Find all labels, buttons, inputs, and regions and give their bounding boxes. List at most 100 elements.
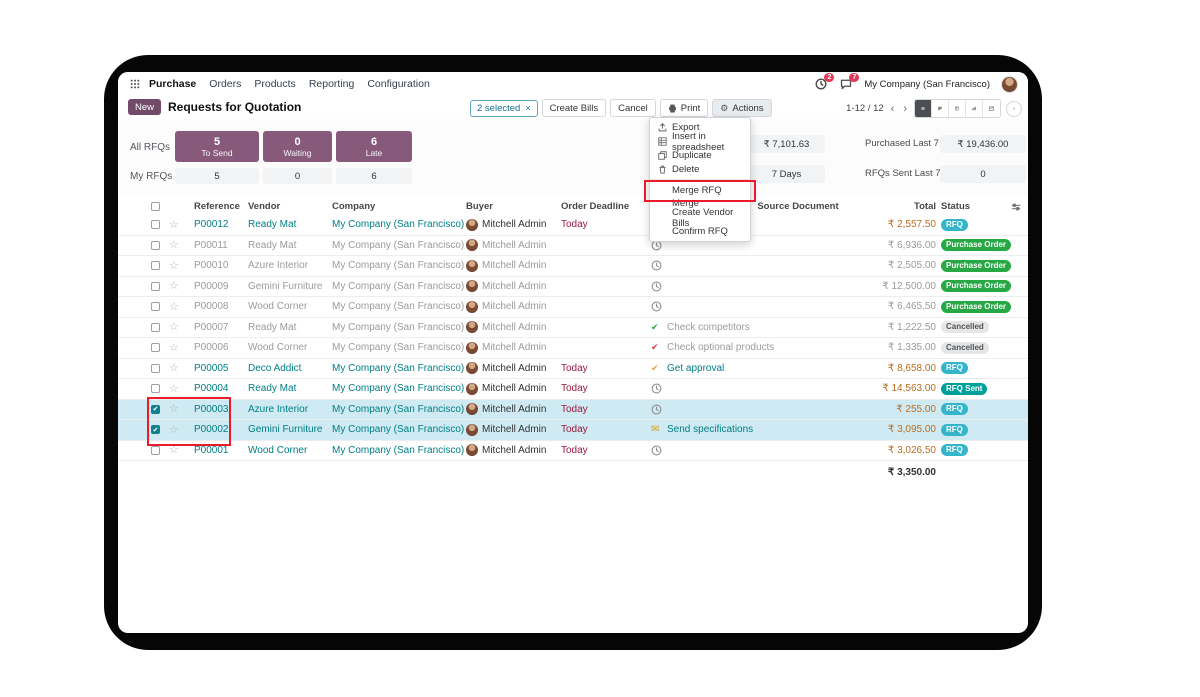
favorite-star-icon[interactable]: ☆ bbox=[169, 341, 179, 354]
clock-icon[interactable] bbox=[651, 256, 665, 276]
favorite-star-icon[interactable]: ☆ bbox=[169, 218, 179, 231]
cancel-button[interactable]: Cancel bbox=[610, 99, 656, 117]
pager-next-button[interactable]: › bbox=[903, 102, 907, 115]
table-row-p00010[interactable]: ☆ P00010 Azure Interior My Company (San Fra… bbox=[118, 256, 1028, 277]
stat-card-waiting[interactable]: 0 Waiting bbox=[263, 131, 332, 162]
activity-view-button[interactable] bbox=[1006, 100, 1022, 117]
kpi-value-left[interactable]: 7 Days bbox=[748, 165, 825, 183]
apps-grid-icon[interactable] bbox=[128, 77, 142, 91]
menu-item-export[interactable]: Export bbox=[650, 121, 750, 135]
user-avatar[interactable] bbox=[1001, 75, 1018, 93]
graph-view-button[interactable] bbox=[966, 100, 983, 117]
new-button[interactable]: New bbox=[128, 99, 162, 115]
table-row-p00002[interactable]: ✔ ☆ P00002 Gemini Furniture My Company (San … bbox=[118, 420, 1028, 441]
select-all-checkbox[interactable] bbox=[151, 202, 160, 211]
favorite-star-icon[interactable]: ☆ bbox=[169, 259, 179, 272]
kpi-value-right[interactable]: 0 bbox=[940, 165, 1026, 183]
favorite-star-icon[interactable]: ☆ bbox=[169, 382, 179, 395]
row-checkbox[interactable] bbox=[151, 363, 160, 373]
header-order-deadline[interactable]: Order Deadline bbox=[561, 201, 630, 212]
table-row-p00007[interactable]: ☆ P00007 Ready Mat My Company (San Francisc… bbox=[118, 317, 1028, 338]
company-switcher[interactable]: My Company (San Francisco) bbox=[864, 78, 990, 90]
optional-columns-icon[interactable] bbox=[1011, 198, 1027, 215]
stat-card-to-send[interactable]: 5 To Send bbox=[175, 131, 259, 162]
pivot-view-button[interactable] bbox=[949, 100, 966, 117]
favorite-star-icon[interactable]: ☆ bbox=[169, 403, 179, 416]
header-total[interactable]: Total bbox=[914, 201, 936, 212]
table-row-p00001[interactable]: ☆ P00001 Wood Corner My Company (San Franci… bbox=[118, 440, 1028, 461]
row-checkbox[interactable] bbox=[151, 281, 160, 291]
menu-item-merge[interactable]: Merge bbox=[650, 197, 750, 211]
my-rfqs-label[interactable]: My RFQs bbox=[130, 171, 173, 182]
header-company[interactable]: Company bbox=[332, 201, 376, 212]
menu-purchase[interactable]: Purchase bbox=[149, 78, 197, 90]
clock-icon[interactable] bbox=[651, 400, 665, 420]
stat-card-late[interactable]: 6 Late bbox=[336, 131, 412, 162]
row-checkbox[interactable] bbox=[151, 343, 160, 353]
row-checkbox[interactable]: ✔ bbox=[151, 425, 160, 435]
actions-button[interactable]: ⚙ Actions bbox=[712, 99, 772, 117]
favorite-star-icon[interactable]: ☆ bbox=[169, 239, 179, 252]
favorite-star-icon[interactable]: ☆ bbox=[169, 280, 179, 293]
menu-reporting[interactable]: Reporting bbox=[308, 78, 355, 90]
table-row-p00006[interactable]: ☆ P00006 Wood Corner My Company (San Franci… bbox=[118, 338, 1028, 359]
envelope-icon[interactable]: ✉ bbox=[651, 423, 660, 435]
menu-item-delete[interactable]: Delete bbox=[650, 162, 750, 176]
row-checkbox[interactable] bbox=[151, 302, 160, 312]
favorite-star-icon[interactable]: ☆ bbox=[169, 362, 179, 375]
activities-icon[interactable]: 2 bbox=[814, 73, 835, 91]
all-rfqs-label[interactable]: All RFQs bbox=[130, 142, 170, 153]
header-reference[interactable]: Reference bbox=[194, 201, 240, 212]
row-checkbox[interactable] bbox=[151, 240, 160, 250]
list-view-button[interactable] bbox=[915, 100, 932, 117]
menu-item-duplicate[interactable]: Duplicate bbox=[650, 149, 750, 163]
row-checkbox[interactable] bbox=[151, 261, 160, 271]
menu-item-insert-in-spreadsheet[interactable]: Insert in spreadsheet bbox=[650, 131, 750, 153]
check-icon[interactable]: ✔ bbox=[651, 342, 659, 353]
row-checkbox[interactable] bbox=[151, 322, 160, 332]
check-icon[interactable]: ✔ bbox=[651, 362, 659, 373]
table-row-p00003[interactable]: ✔ ☆ P00003 Azure Interior My Company (San Fr… bbox=[118, 399, 1028, 420]
table-row-p00009[interactable]: ☆ P00009 Gemini Furniture My Company (San F… bbox=[118, 276, 1028, 297]
pager-previous-button[interactable]: ‹ bbox=[890, 102, 895, 115]
kpi-value-right[interactable]: ₹ 19,436.00 bbox=[940, 135, 1026, 153]
clock-icon[interactable] bbox=[651, 277, 665, 297]
kanban-view-button[interactable] bbox=[932, 100, 949, 117]
row-checkbox[interactable] bbox=[151, 220, 160, 230]
create-bills-button[interactable]: Create Bills bbox=[541, 99, 607, 117]
table-row-p00008[interactable]: ☆ P00008 Wood Corner My Company (San Franci… bbox=[118, 297, 1028, 318]
menu-products[interactable]: Products bbox=[254, 78, 296, 90]
header-status[interactable]: Status bbox=[941, 201, 971, 212]
table-row-p00004[interactable]: ☆ P00004 Ready Mat My Company (San Francisc… bbox=[118, 379, 1028, 400]
messages-icon[interactable]: 7 bbox=[839, 73, 860, 91]
menu-orders[interactable]: Orders bbox=[209, 78, 242, 90]
my-stat-to-send[interactable]: 5 bbox=[175, 168, 259, 184]
favorite-star-icon[interactable]: ☆ bbox=[169, 321, 179, 334]
kpi-value-left[interactable]: ₹ 7,101.63 bbox=[748, 135, 825, 153]
my-stat-waiting[interactable]: 0 bbox=[263, 168, 332, 184]
menu-item-merge-rfq[interactable]: Merge RFQ bbox=[650, 183, 750, 197]
favorite-star-icon[interactable]: ☆ bbox=[169, 444, 179, 457]
print-button[interactable]: Print bbox=[659, 99, 709, 117]
clear-selection-icon[interactable]: × bbox=[525, 103, 531, 113]
row-checkbox[interactable] bbox=[151, 384, 160, 394]
clock-icon[interactable] bbox=[651, 297, 665, 317]
row-checkbox[interactable]: ✔ bbox=[151, 404, 160, 414]
my-stat-late[interactable]: 6 bbox=[336, 168, 412, 184]
header-source-document[interactable]: Source Document bbox=[757, 201, 839, 212]
row-checkbox[interactable] bbox=[151, 445, 160, 455]
header-vendor[interactable]: Vendor bbox=[248, 201, 281, 212]
header-buyer[interactable]: Buyer bbox=[466, 201, 493, 212]
clock-icon[interactable] bbox=[651, 441, 665, 461]
favorite-star-icon[interactable]: ☆ bbox=[169, 423, 179, 436]
calendar-view-button[interactable] bbox=[983, 100, 1000, 117]
clock-icon[interactable] bbox=[651, 379, 665, 399]
table-row-p00012[interactable]: ☆ P00012 Ready Mat My Company (San Francisc… bbox=[118, 215, 1028, 236]
table-row-p00011[interactable]: ☆ P00011 Ready Mat My Company (San Francisc… bbox=[118, 235, 1028, 256]
favorite-star-icon[interactable]: ☆ bbox=[169, 300, 179, 313]
check-icon[interactable]: ✔ bbox=[651, 321, 659, 332]
menu-item-confirm-rfq[interactable]: Confirm RFQ bbox=[650, 225, 750, 239]
menu-configuration[interactable]: Configuration bbox=[367, 78, 430, 90]
table-row-p00005[interactable]: ☆ P00005 Deco Addict My Company (San Franci… bbox=[118, 358, 1028, 379]
menu-item-create-vendor-bills[interactable]: Create Vendor Bills bbox=[650, 207, 750, 229]
